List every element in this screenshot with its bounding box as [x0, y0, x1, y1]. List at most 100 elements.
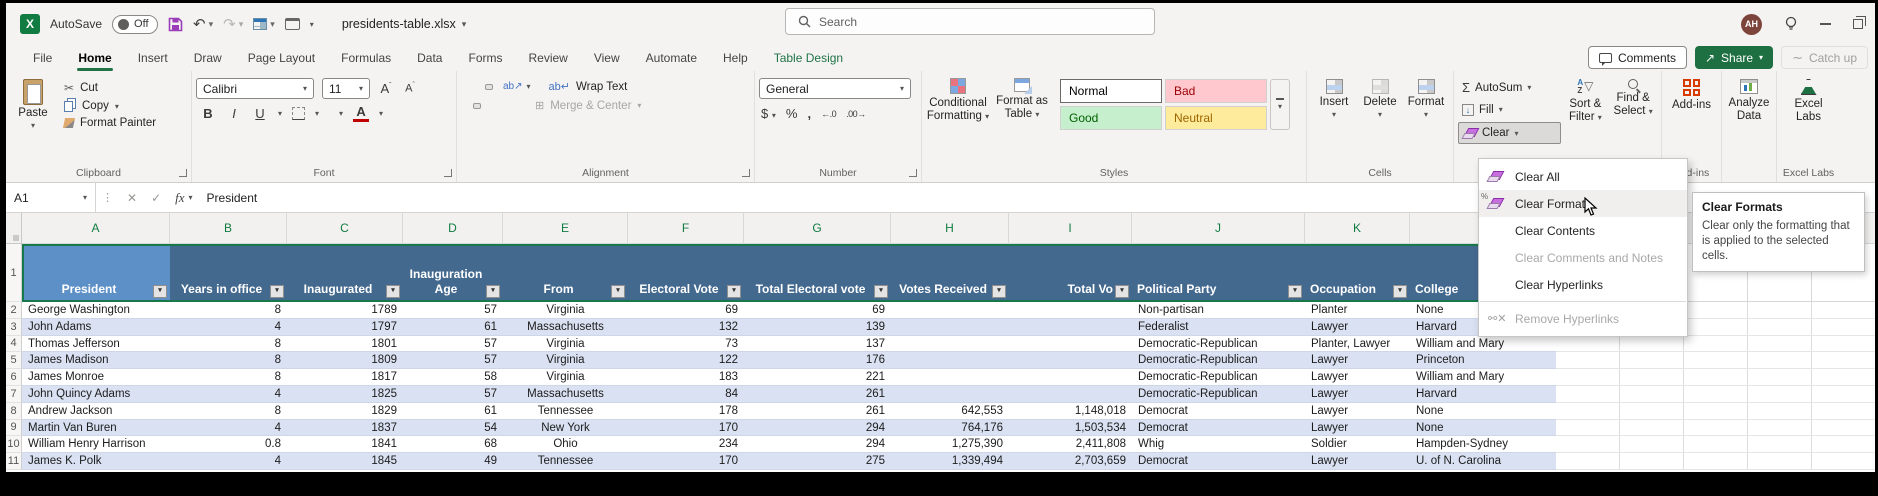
column-header-b[interactable]: B [170, 213, 287, 244]
cell-votes-received[interactable] [891, 335, 1009, 353]
cell-president[interactable]: Thomas Jefferson [22, 335, 170, 353]
insert-function-button[interactable]: fx [175, 189, 185, 205]
cell-age[interactable]: 68 [403, 436, 503, 454]
row-number[interactable]: 2 [6, 302, 22, 319]
cell-inaugurated[interactable]: 1817 [287, 369, 403, 386]
cell-total-electoral-vote[interactable]: 294 [744, 419, 891, 437]
align-top-button[interactable] [461, 84, 469, 90]
cell-total-votes[interactable]: 1,148,018 [1009, 402, 1132, 420]
cell-votes-received[interactable] [891, 385, 1009, 403]
cell-inaugurated[interactable]: 1797 [287, 318, 403, 336]
cell-political-party[interactable]: Non-partisan [1132, 302, 1305, 319]
cell-age[interactable]: 57 [403, 352, 503, 370]
cell-inaugurated[interactable]: 1825 [287, 385, 403, 403]
header-cell-electoral-vote[interactable]: Electoral Vote ▾ [628, 244, 744, 302]
filter-button[interactable]: ▾ [486, 285, 500, 298]
conditional-formatting-button[interactable]: Conditional Formatting ▾ [926, 75, 990, 182]
cell-from[interactable]: New York [503, 419, 628, 437]
header-cell-from[interactable]: From ▾ [503, 244, 628, 302]
row-number[interactable]: 11 [6, 453, 22, 470]
underline-dropdown-icon[interactable]: ▾ [278, 108, 283, 118]
column-header-k[interactable]: K [1305, 213, 1410, 244]
cell-electoral-vote[interactable]: 170 [628, 453, 744, 470]
filter-button[interactable]: ▾ [611, 285, 625, 298]
cell-college[interactable]: Hampden-Sydney [1410, 436, 1556, 454]
header-cell-total-votes[interactable]: Total Vo ▾ [1009, 244, 1132, 302]
cell-total-votes[interactable] [1009, 352, 1132, 370]
filter-button[interactable]: ▾ [270, 285, 284, 298]
cell-occupation[interactable]: Lawyer [1305, 402, 1410, 420]
cell-inaugurated[interactable]: 1837 [287, 419, 403, 437]
cell-total-votes[interactable] [1009, 318, 1132, 336]
cell-total-votes[interactable] [1009, 302, 1132, 319]
cell-age[interactable]: 61 [403, 318, 503, 336]
align-middle-button[interactable] [473, 84, 481, 90]
table-style-dropdown-icon[interactable]: ▾ [270, 18, 275, 29]
cell-from[interactable]: Tennessee [503, 402, 628, 420]
cell-political-party[interactable]: Democratic-Republican [1132, 369, 1305, 386]
increase-indent-button[interactable] [509, 103, 517, 109]
empty-cells[interactable] [1556, 419, 1875, 437]
cell-years[interactable]: 4 [170, 419, 287, 437]
number-dialog-launcher-icon[interactable] [909, 169, 917, 177]
tab-review[interactable]: Review [528, 51, 568, 65]
filename-dropdown-icon[interactable]: ▾ [461, 18, 467, 29]
format-as-table-button[interactable]: Format as Table ▾ [990, 75, 1054, 182]
orientation-dropdown-icon[interactable]: ▾ [526, 82, 531, 91]
cell-inaugurated[interactable]: 1841 [287, 436, 403, 454]
comments-button[interactable]: Comments [1587, 46, 1687, 69]
cell-total-electoral-vote[interactable]: 261 [744, 402, 891, 420]
comma-button[interactable]: , [807, 106, 812, 121]
cell-political-party[interactable]: Democrat [1132, 419, 1305, 437]
name-box-dropdown-icon[interactable]: ▾ [82, 193, 87, 202]
cell-political-party[interactable]: Democratic-Republican [1132, 352, 1305, 370]
cell-from[interactable]: Tennessee [503, 453, 628, 470]
tab-draw[interactable]: Draw [193, 51, 222, 65]
minimize-button[interactable] [1820, 23, 1831, 25]
alignment-dialog-launcher-icon[interactable] [742, 169, 750, 177]
name-box[interactable]: A1 ▾ [6, 183, 96, 212]
undo-button[interactable]: ↶ ▾ [193, 15, 213, 33]
borders-icon[interactable] [292, 106, 306, 120]
header-cell-total-electoral-vote[interactable]: Total Electoral vote ▾ [744, 244, 891, 302]
column-header-e[interactable]: E [503, 213, 628, 244]
empty-cells[interactable] [1556, 335, 1875, 353]
redo-button[interactable]: ↷ ▾ [223, 15, 243, 33]
cell-president[interactable]: James K. Polk [22, 453, 170, 470]
cell-occupation[interactable]: Lawyer [1305, 453, 1410, 470]
menu-item-clear-hyperlinks[interactable]: Clear Hyperlinks [1479, 271, 1687, 298]
header-cell-occupation[interactable]: Occupation ▾ [1305, 244, 1410, 302]
cell-total-votes[interactable]: 2,703,659 [1009, 453, 1132, 470]
cell-occupation[interactable]: Soldier [1305, 436, 1410, 454]
cell-college[interactable]: Harvard [1410, 385, 1556, 403]
cell-total-electoral-vote[interactable]: 261 [744, 385, 891, 403]
menu-item-clear-contents[interactable]: Clear Contents [1479, 217, 1687, 244]
share-dropdown-icon[interactable]: ▾ [1759, 53, 1764, 62]
orientation-button[interactable]: ab↗ [503, 81, 523, 92]
cell-total-votes[interactable] [1009, 335, 1132, 353]
row-number[interactable]: 6 [6, 369, 22, 386]
decrease-decimal-button[interactable]: .00→ [846, 108, 866, 119]
column-header-f[interactable]: F [628, 213, 744, 244]
cell-president[interactable]: John Adams [22, 318, 170, 336]
cell-inaugurated[interactable]: 1801 [287, 335, 403, 353]
cell-president[interactable]: Martin Van Buren [22, 419, 170, 437]
cell-years[interactable]: 4 [170, 385, 287, 403]
cell-votes-received[interactable] [891, 352, 1009, 370]
column-header-j[interactable]: J [1132, 213, 1305, 244]
clear-button[interactable]: Clear ▾ [1458, 122, 1562, 144]
cell-age[interactable]: 57 [403, 385, 503, 403]
copy-dropdown-icon[interactable]: ▾ [114, 101, 119, 111]
row-number[interactable]: 10 [6, 436, 22, 454]
align-right-button[interactable] [485, 103, 493, 109]
empty-cells[interactable] [1556, 402, 1875, 420]
cell-from[interactable]: Ohio [503, 436, 628, 454]
decrease-indent-button[interactable] [497, 103, 505, 109]
header-cell-votes-received[interactable]: Votes Received ▾ [891, 244, 1009, 302]
cell-total-votes[interactable] [1009, 369, 1132, 386]
style-normal[interactable]: Normal [1060, 79, 1162, 103]
search-input[interactable]: Search [785, 8, 1155, 35]
header-cell-inaugurated[interactable]: Inaugurated ▾ [287, 244, 403, 302]
excel-logo-icon[interactable]: X [20, 14, 40, 34]
cell-years[interactable]: 8 [170, 335, 287, 353]
